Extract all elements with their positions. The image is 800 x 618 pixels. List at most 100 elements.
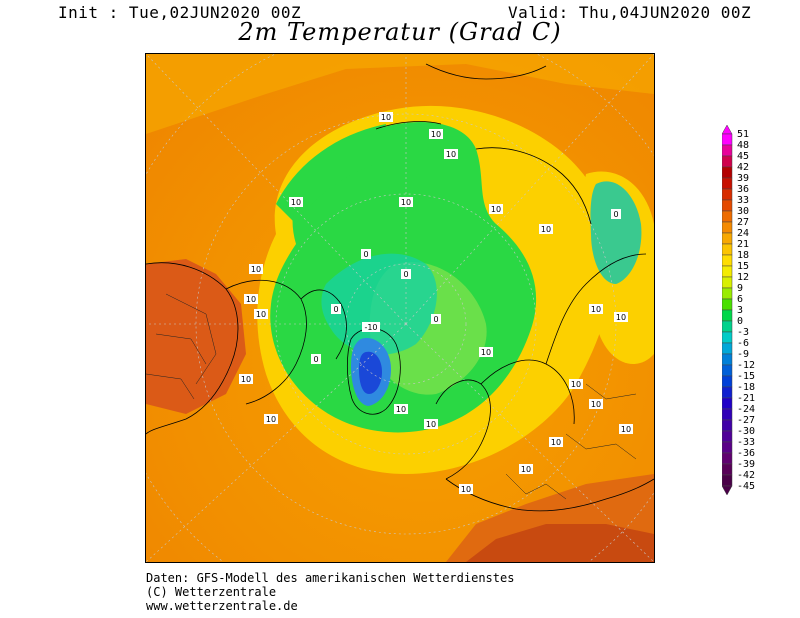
legend-tick-label: -42	[737, 470, 756, 481]
legend-color-swatch	[722, 199, 733, 212]
contour-label-0: 0	[431, 314, 441, 324]
contour-label-text: 10	[491, 205, 501, 214]
legend-tick-label: -33	[737, 437, 756, 448]
data-source: Daten: GFS-Modell des amerikanischen Wet…	[146, 571, 515, 585]
init-time: Init : Tue,02JUN2020 00Z	[58, 3, 302, 22]
contour-label-text: 0	[433, 315, 438, 324]
contour-label-text: 10	[591, 400, 601, 409]
contour-label-10: 10	[459, 484, 473, 494]
legend-tick-label: -24	[737, 404, 756, 415]
legend-color-swatch	[722, 342, 733, 355]
legend-color-swatch	[722, 298, 733, 311]
contour-label-text: 10	[241, 375, 251, 384]
contour-label-0: 0	[331, 304, 341, 314]
legend-color-swatch	[722, 375, 733, 388]
contour-label-10: 10	[289, 197, 303, 207]
contour-label-text: 10	[541, 225, 551, 234]
contour-label-10: 10	[399, 197, 413, 207]
contour-label-10: 10	[569, 379, 583, 389]
contour-label-text: 10	[461, 485, 471, 494]
contour-label-10: 10	[239, 374, 253, 384]
contour-label-0: 0	[401, 269, 411, 279]
contour-labels: 10 10 10 10 10 10 10 10 10 10 10 10 10 1…	[239, 112, 633, 494]
contour-label-text: 0	[333, 305, 338, 314]
contour-label-text: 0	[403, 270, 408, 279]
color-scale-bar	[722, 124, 733, 496]
legend-color-swatch	[722, 419, 733, 432]
legend-color-swatch	[722, 353, 733, 366]
legend-tick-label: 12	[737, 272, 750, 283]
contour-label-0: 0	[361, 249, 371, 259]
legend-tick-label: -21	[737, 393, 756, 404]
contour-label-10: 10	[424, 419, 438, 429]
contour-label-text: 10	[431, 130, 441, 139]
map-canvas: 10 10 10 10 10 10 10 10 10 10 10 10 10 1…	[146, 54, 654, 562]
south-asia-hot-core	[466, 524, 654, 562]
contour-label-10: 10	[249, 264, 263, 274]
legend-color-swatch	[722, 386, 733, 399]
contour-label-text: 10	[401, 198, 411, 207]
copyright: (C) Wetterzentrale	[146, 585, 277, 599]
contour-label-10: 10	[614, 312, 628, 322]
legend-bottom-arrow	[722, 485, 733, 496]
legend-color-swatch	[722, 177, 733, 190]
temperature-map: 10 10 10 10 10 10 10 10 10 10 10 10 10 1…	[145, 53, 655, 563]
legend-color-swatch	[722, 210, 733, 223]
legend-color-swatch	[722, 408, 733, 421]
legend-color-swatch	[722, 254, 733, 267]
contour-label-10: 10	[549, 437, 563, 447]
legend-tick-label: -6	[737, 338, 750, 349]
contour-label-text: 10	[616, 313, 626, 322]
contour-label-text: 10	[621, 425, 631, 434]
map-title: 2m Temperatur (Grad C)	[238, 18, 562, 46]
contour-label-text: 10	[426, 420, 436, 429]
contour-label-text: 0	[613, 210, 618, 219]
contour-label-10: 10	[379, 112, 393, 122]
alaska-green	[276, 124, 386, 224]
contour-label-text: 10	[291, 198, 301, 207]
contour-label-10: 10	[519, 464, 533, 474]
contour-label-text: 10	[481, 348, 491, 357]
legend-color-swatch	[722, 452, 733, 465]
contour-label-text: -10	[364, 323, 377, 332]
legend-tick-label: -45	[737, 481, 756, 492]
north-america-heat	[146, 259, 246, 414]
siberia-cyan	[590, 181, 642, 284]
legend-tick-label: 45	[737, 151, 750, 162]
contour-label-10: 10	[394, 404, 408, 414]
contour-label-10: 10	[539, 224, 553, 234]
borders	[146, 293, 637, 500]
contour-label-10: 10	[429, 129, 443, 139]
contour-label-10: 10	[619, 424, 633, 434]
legend-color-swatch	[722, 463, 733, 476]
contour-label-text: 10	[571, 380, 581, 389]
contour-label-neg10: -10	[362, 322, 380, 332]
legend-tick-label: -39	[737, 459, 756, 470]
legend-tick-label: 24	[737, 228, 750, 239]
contour-label-text: 10	[381, 113, 391, 122]
contour-label-text: 10	[521, 465, 531, 474]
legend-tick-label: -12	[737, 360, 756, 371]
contour-label-text: 0	[363, 250, 368, 259]
legend-color-swatch	[722, 474, 733, 487]
legend-color-swatch	[722, 287, 733, 300]
legend-color-swatch	[722, 188, 733, 201]
contour-label-0: 0	[611, 209, 621, 219]
contour-label-10: 10	[489, 204, 503, 214]
graticule	[146, 54, 654, 562]
contour-label-text: 10	[551, 438, 561, 447]
legend-tick-label: -9	[737, 349, 750, 360]
legend-top-arrow	[722, 124, 733, 135]
legend-tick-label: 51	[737, 129, 750, 140]
website: www.wetterzentrale.de	[146, 599, 298, 613]
legend-color-swatch	[722, 430, 733, 443]
legend-color-swatch	[722, 320, 733, 333]
color-legend: 51 48 45 42 39 36 33 30 27 24 21 18 15 12 9 6 3 0 -3 -6 -9 -1…	[722, 124, 792, 499]
legend-color-swatch	[722, 166, 733, 179]
contour-label-text: 10	[591, 305, 601, 314]
contour-label-10: 10	[479, 347, 493, 357]
legend-tick-label: 33	[737, 195, 750, 206]
contour-label-text: 10	[266, 415, 276, 424]
legend-color-swatch	[722, 232, 733, 245]
legend-color-swatch	[722, 155, 733, 168]
